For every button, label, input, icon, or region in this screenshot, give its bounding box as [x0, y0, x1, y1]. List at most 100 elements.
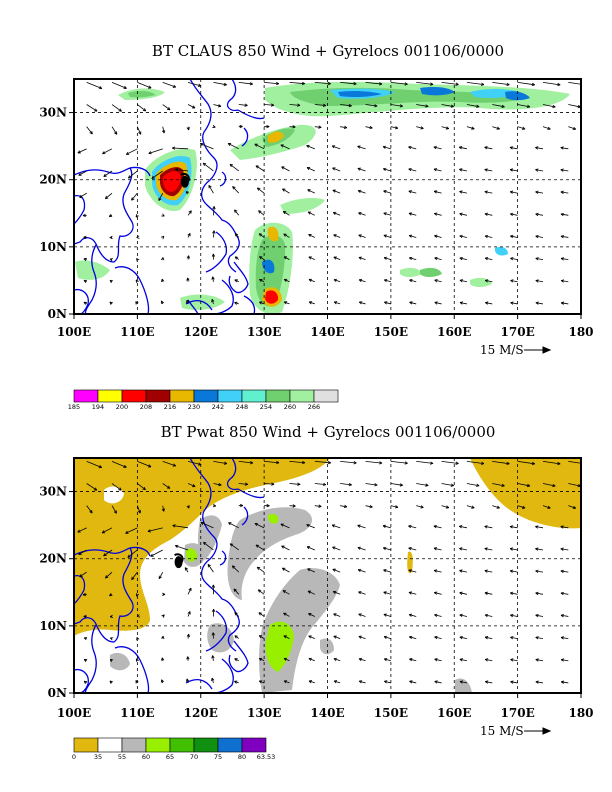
wind-vector — [416, 460, 434, 465]
wind-vector — [283, 301, 290, 305]
wind-vector — [109, 258, 114, 262]
wind-vector — [484, 212, 493, 216]
wind-vector — [111, 460, 127, 468]
wind-vector — [111, 483, 122, 491]
wind-vector — [535, 658, 544, 662]
wind-vector — [332, 167, 341, 172]
wind-vector — [492, 483, 505, 488]
wind-vector — [390, 505, 399, 509]
wind-vector — [332, 590, 341, 595]
wind-vector — [212, 124, 216, 129]
wind-vector — [542, 505, 551, 509]
chart-1-field — [74, 79, 581, 314]
wind-vector — [259, 279, 265, 283]
wind-vector — [131, 571, 138, 581]
wind-vector — [568, 126, 577, 130]
wind-vector — [510, 636, 518, 640]
wind-vector — [200, 521, 214, 529]
wind-vector — [161, 213, 165, 217]
wind-vector — [340, 482, 352, 487]
chart-2-x-tick-labels: 100E 110E 120E 130E 140E 150E 160E 170E 180 — [57, 693, 594, 720]
wind-vector — [409, 301, 417, 305]
wind-vector — [390, 126, 399, 130]
wind-vector — [510, 591, 518, 596]
wind-vector — [535, 569, 544, 573]
wind-vector — [383, 635, 391, 639]
chart-2-gridlines — [74, 458, 581, 693]
wind-vector — [568, 505, 577, 509]
wind-vector — [340, 125, 348, 129]
y-tick-label: 0N — [48, 307, 67, 321]
wind-vector — [283, 680, 290, 684]
wind-vector — [535, 279, 544, 283]
wind-vector — [307, 590, 315, 595]
wind-vector — [86, 104, 98, 112]
coastlines-2 — [74, 458, 265, 693]
colorbar-swatch — [217, 389, 243, 403]
wind-vector — [135, 279, 139, 283]
wind-vector — [211, 253, 216, 260]
wind-vector — [211, 299, 215, 305]
wind-vector — [289, 103, 301, 107]
wind-vector — [484, 190, 493, 194]
wind-vector — [441, 126, 450, 130]
x-tick-label: 100E — [57, 325, 91, 339]
colorbar-label: 70 — [190, 753, 198, 761]
wind-vector — [308, 301, 315, 305]
wind-vector — [358, 256, 366, 260]
wind-vector — [434, 279, 442, 283]
wind-vector — [542, 460, 561, 466]
wind-vector — [365, 104, 378, 108]
wind-vector — [234, 301, 239, 305]
y-tick-label: 20N — [39, 552, 67, 566]
wind-vector — [434, 301, 442, 305]
wind-vector — [459, 635, 468, 640]
wind-vector — [433, 145, 442, 150]
wind-vector — [186, 126, 190, 131]
colorbar-swatch — [97, 389, 123, 403]
wind-vector — [535, 212, 544, 217]
wind-vector — [517, 483, 531, 488]
wind-vector — [254, 522, 265, 529]
wind-vector — [103, 170, 113, 177]
wind-vector — [408, 547, 417, 551]
wind-vector — [441, 104, 454, 108]
wind-vector — [434, 256, 442, 261]
wind-vector — [234, 256, 240, 260]
wind-vector — [308, 635, 315, 639]
wind-vector — [82, 213, 87, 218]
wind-vector — [187, 587, 192, 595]
chart-2-colorbar: 0 35 55 60 65 70 75 80 63.53 — [72, 737, 275, 761]
wind-vector — [186, 678, 190, 684]
wind-vector — [281, 545, 290, 551]
wind-vector — [172, 524, 189, 529]
wind-vector — [492, 104, 505, 108]
wind-vector — [357, 167, 366, 172]
wind-vector — [434, 591, 442, 595]
wind-vector — [212, 206, 216, 216]
colorbar-label: 230 — [188, 403, 200, 411]
wind-vector — [289, 81, 306, 86]
wind-vector — [382, 546, 391, 551]
wind-vector — [160, 679, 164, 684]
wind-vector — [308, 657, 315, 662]
wind-vector — [510, 212, 518, 217]
chart-1-x-tick-labels: 100E 110E 120E 130E 140E 150E 160E 170E 180 — [57, 314, 594, 339]
wind-vector — [560, 614, 569, 618]
wind-vector — [433, 190, 442, 194]
wind-vector — [466, 460, 485, 465]
wind-vector — [162, 104, 171, 111]
colorbar-label: 254 — [260, 403, 272, 411]
wind-vector — [333, 680, 341, 684]
wind-vector — [234, 680, 239, 684]
wind-vector — [365, 504, 373, 509]
wind-vector — [340, 103, 352, 108]
wind-vector — [382, 145, 391, 150]
wind-vector — [390, 483, 403, 487]
wind-vector — [484, 279, 493, 283]
wind-vector — [484, 658, 493, 662]
wind-vector — [203, 541, 214, 551]
wind-vector — [510, 279, 518, 283]
wind-vector — [560, 547, 569, 551]
wind-vector — [314, 125, 322, 129]
